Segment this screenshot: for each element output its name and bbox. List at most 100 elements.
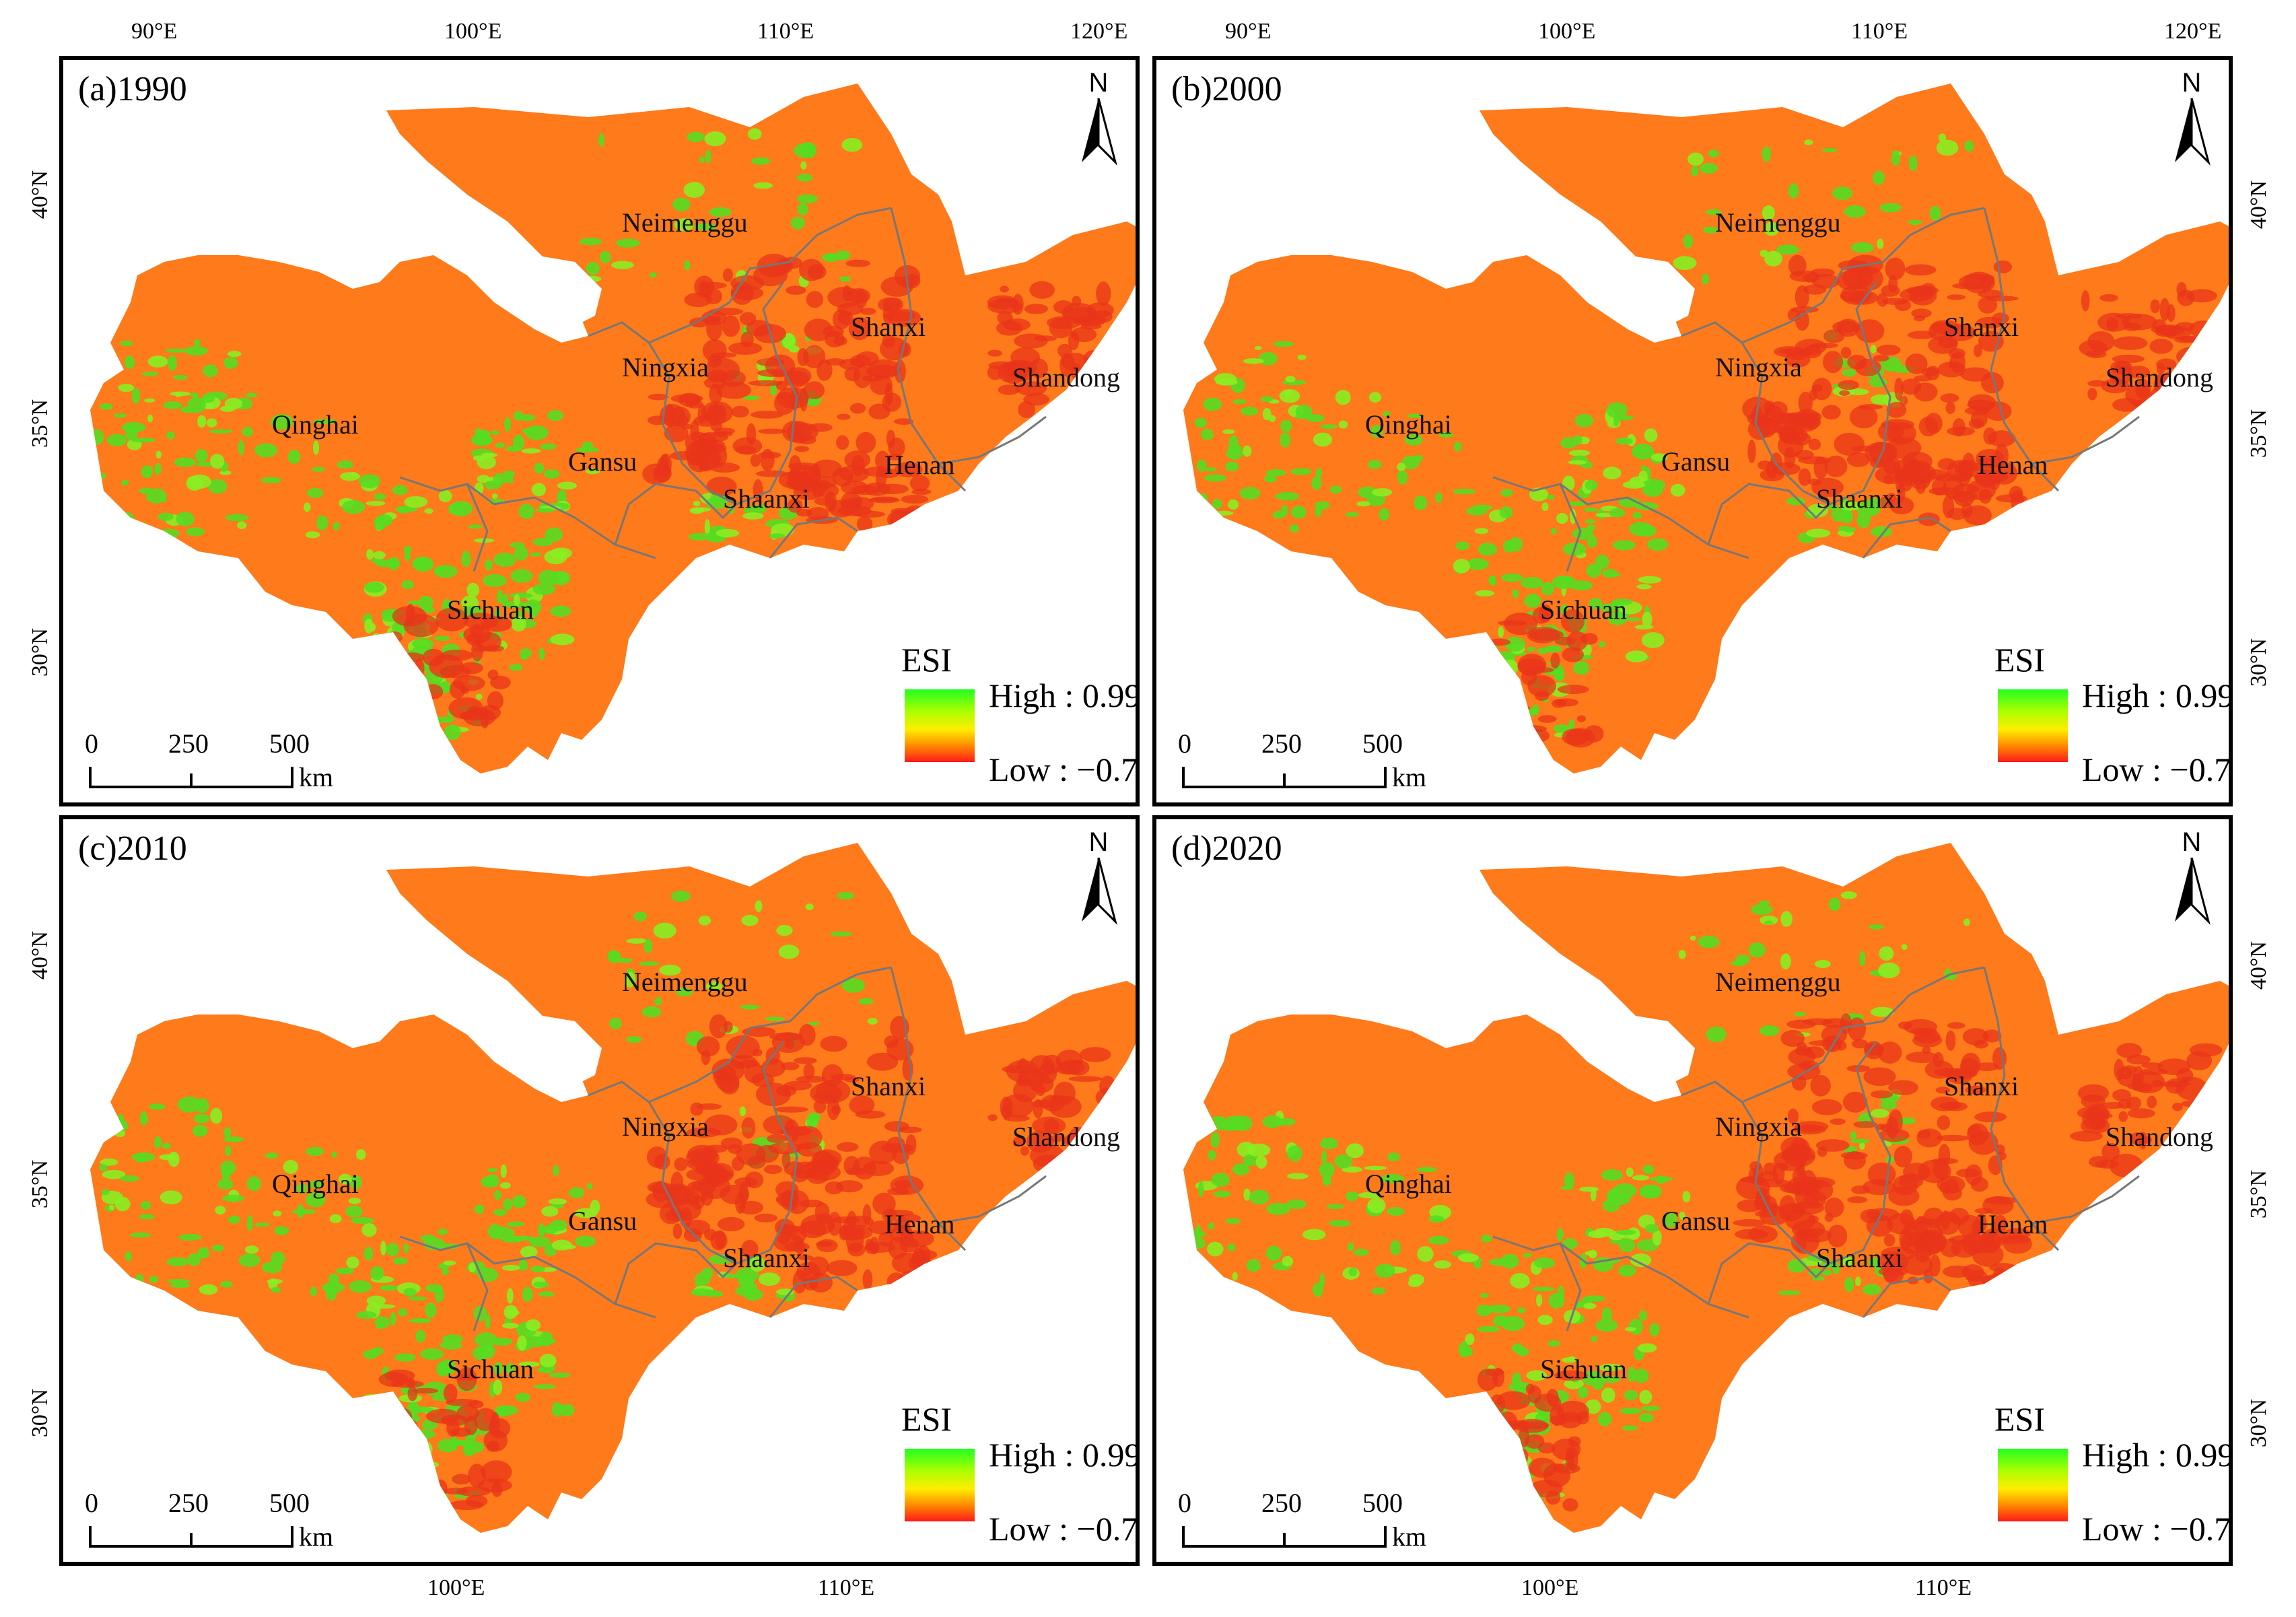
green-patch [1358,1192,1382,1199]
red-patch [1096,281,1111,306]
scale-bar-line [89,767,293,788]
red-patch [1870,1090,1893,1099]
red-patch [648,393,668,401]
red-patch [1968,1270,1989,1289]
esi-map: Neimenggu Ningxia Shanxi Shandong Qinghai Gan… [1183,843,2229,1533]
green-patch [493,553,516,567]
province-label-qinghai: Qinghai [272,1169,359,1199]
green-patch [1590,1187,1597,1202]
green-patch [1290,468,1312,475]
red-patch [903,505,926,525]
green-patch [1597,1412,1612,1426]
red-patch [2086,350,2107,359]
map-panel: Neimenggu Ningxia Shanxi Shandong Qinghai Gan… [59,56,1140,806]
green-patch [1286,1199,1307,1209]
red-patch [705,1163,734,1183]
red-patch [1921,368,1939,377]
green-patch [1562,475,1575,491]
red-patch [391,1419,416,1444]
green-patch [390,1311,396,1326]
green-patch [1477,1411,1492,1422]
red-patch [758,428,786,434]
green-patch [1275,491,1299,501]
green-patch [1508,1381,1531,1392]
province-boundary [399,1235,489,1332]
green-patch [1641,632,1665,648]
red-patch [1894,377,1904,401]
red-patch [1995,494,2027,503]
red-patch [1076,1154,1090,1176]
green-patch [522,1286,533,1303]
green-patch [364,1400,384,1408]
green-patch [1246,1259,1261,1272]
red-patch [1834,432,1865,456]
red-patch [1974,1062,1999,1072]
red-patch [856,516,873,532]
red-patch [909,475,930,491]
red-patch [2135,378,2151,400]
red-patch [646,1190,679,1208]
green-patch [503,1198,513,1211]
green-patch [312,467,325,472]
green-patch [1929,205,1941,221]
green-patch [1320,424,1337,429]
green-patch [363,582,384,593]
red-patch [1562,1498,1578,1512]
green-patch [349,1280,372,1293]
green-patch [491,430,499,436]
green-patch [1870,1109,1889,1118]
green-patch [338,1173,352,1185]
legend-low-label: Low : −0.70 [989,751,1140,788]
green-patch [506,1363,515,1375]
green-patch [1194,417,1207,428]
green-patch [392,485,408,495]
red-patch [1032,1116,1066,1135]
red-patch [763,1165,783,1175]
green-patch [512,434,525,450]
green-patch [371,645,379,660]
green-patch [1285,376,1296,383]
red-patch [1821,1025,1847,1045]
province-boundary [1681,1080,1830,1265]
green-patch [501,1322,519,1329]
green-patch [1509,1272,1530,1289]
green-patch [526,1319,541,1332]
red-patch [1534,691,1550,701]
green-patch [1453,1422,1472,1437]
red-patch [1747,439,1756,464]
red-patch [2149,338,2173,354]
green-patch [1500,1490,1513,1504]
red-patch [2126,1096,2141,1110]
red-patch [1000,285,1009,293]
green-patch [494,1406,510,1417]
green-patch [800,161,807,170]
red-patch [2129,1132,2148,1145]
red-patch [1989,1263,2017,1273]
red-patch [1888,1080,1918,1095]
red-patch [1827,1225,1848,1248]
red-patch [816,1213,833,1225]
green-patch [361,1223,377,1237]
legend-color-ramp [1998,689,2068,762]
red-patch [1940,393,1959,403]
red-patch [1527,1385,1542,1404]
green-patch [511,1235,535,1241]
green-patch [1500,489,1513,497]
green-patch [394,1353,416,1362]
red-patch [824,331,845,348]
green-patch [287,449,301,464]
red-patch [456,1404,479,1422]
red-patch [659,1202,683,1225]
green-patch [1195,1224,1202,1239]
red-patch [713,1068,728,1085]
green-patch [238,440,244,456]
red-patch [1941,1210,1951,1231]
red-patch [1943,495,1955,518]
green-patch [94,472,106,479]
green-patch [407,1402,419,1417]
green-patch [1601,1169,1623,1181]
scale-tick-label: 0 [1178,728,1191,759]
green-patch [1232,399,1247,405]
green-patch [1748,942,1766,958]
green-patch [550,547,572,559]
